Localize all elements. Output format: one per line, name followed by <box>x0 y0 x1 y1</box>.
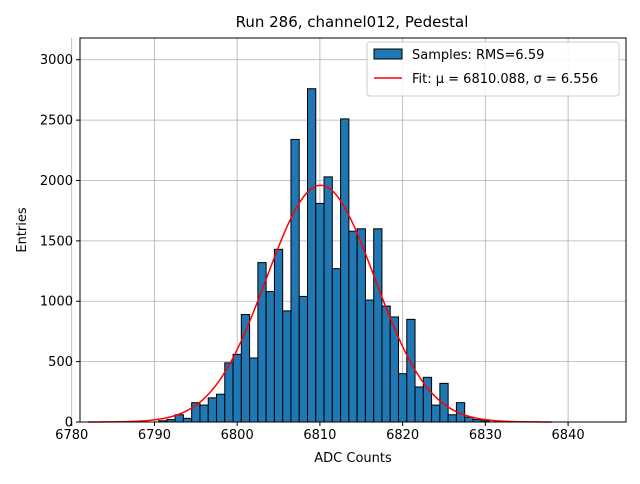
histogram-bars <box>158 88 490 423</box>
histogram-bar <box>257 262 267 423</box>
y-tick-label: 500 <box>48 355 73 370</box>
histogram-bar <box>389 316 399 423</box>
histogram-bar <box>348 230 358 423</box>
histogram-bar <box>232 353 242 423</box>
histogram-bar <box>207 397 218 423</box>
histogram-bar <box>414 386 424 423</box>
legend: Samples: RMS=6.59 Fit: μ = 6810.088, σ =… <box>366 41 620 97</box>
histogram-bar <box>298 295 308 423</box>
histogram-bar <box>290 138 300 423</box>
histogram-bar <box>398 373 408 423</box>
histogram-bar <box>381 305 391 423</box>
histogram-bar <box>249 357 259 423</box>
legend-fit-label: Fit: μ = 6810.088, σ = 6.556 <box>412 72 598 87</box>
x-tick-label: 6790 <box>138 428 171 443</box>
legend-box <box>366 41 620 97</box>
x-tick-label: 6800 <box>221 428 254 443</box>
histogram-bar <box>356 228 366 423</box>
x-tick-label: 6830 <box>469 428 502 443</box>
x-axis-label: ADC Counts <box>314 451 392 466</box>
histogram-bar <box>373 228 383 423</box>
legend-histogram-swatch <box>373 48 403 60</box>
x-tick-label: 6820 <box>386 428 419 443</box>
y-tick-label: 0 <box>65 416 73 431</box>
histogram-bar <box>331 268 342 423</box>
histogram-bar <box>323 176 333 423</box>
histogram-bar <box>364 299 375 423</box>
histogram-bar <box>265 291 275 423</box>
legend-histogram-label: Samples: RMS=6.59 <box>412 48 544 63</box>
histogram-bar <box>216 393 226 423</box>
y-tick-label: 3000 <box>40 53 73 68</box>
x-tick-label: 6840 <box>552 428 585 443</box>
axis-ticks: 6780 6790 6800 6810 6820 6830 6840 0 500 1000 1500… <box>40 53 585 443</box>
histogram-bar <box>282 310 292 423</box>
chart-title: Run 286, channel012, Pedestal <box>236 13 469 31</box>
histogram-bar <box>199 404 209 423</box>
y-tick-label: 1500 <box>40 234 73 249</box>
fit-curve <box>88 184 552 423</box>
plot-frame <box>79 37 627 423</box>
histogram-bar <box>447 414 457 423</box>
histogram-bar <box>464 416 474 423</box>
histogram-bar <box>182 417 193 423</box>
y-axis-label: Entries <box>15 207 30 253</box>
histogram-bar <box>273 248 284 423</box>
histogram-bar <box>340 118 350 423</box>
x-tick-label: 6780 <box>55 428 88 443</box>
x-tick-label: 6810 <box>303 428 336 443</box>
histogram-bar <box>406 318 416 423</box>
y-tick-label: 1000 <box>40 295 73 310</box>
histogram-bar <box>307 88 317 423</box>
y-tick-label: 2000 <box>40 174 73 189</box>
histogram-bar <box>431 404 441 423</box>
y-tick-label: 2500 <box>40 114 73 129</box>
histogram-bar <box>315 202 325 423</box>
